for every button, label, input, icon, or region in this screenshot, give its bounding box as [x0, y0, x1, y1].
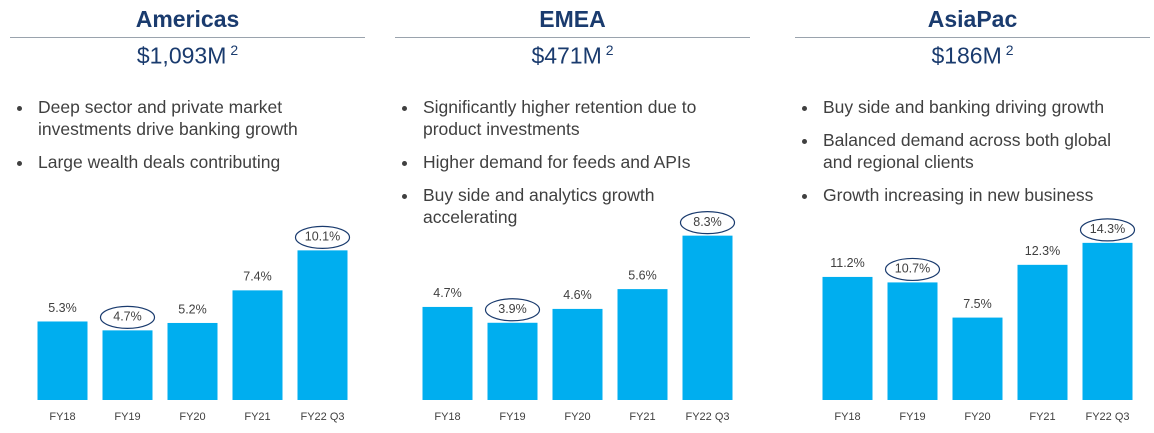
panel-title: Americas [135, 6, 240, 32]
revenue-value: $471M [531, 42, 602, 69]
highlight-circle [294, 225, 351, 249]
panel-title: EMEA [539, 6, 606, 32]
bar [232, 290, 283, 400]
revenue-value: $186M [931, 42, 1002, 69]
divider [10, 37, 365, 38]
value-label: 4.6% [563, 288, 592, 302]
bullet: Balanced demand across both global and r… [819, 129, 1119, 173]
bullet-list: Buy side and banking driving growth Balan… [795, 96, 1119, 217]
x-tick-label: FY22 Q3 [1085, 411, 1129, 423]
bullet: Growth increasing in new business [819, 184, 1119, 206]
x-tick-label: FY20 [964, 411, 990, 423]
highlight-circle [1079, 218, 1136, 242]
value-label: 12.3% [1025, 244, 1060, 258]
value-label: 7.5% [963, 297, 992, 311]
bullet: Buy side and banking driving growth [819, 96, 1119, 118]
bullet: Significantly higher retention due to pr… [419, 96, 719, 140]
x-tick-label: FY19 [499, 411, 525, 423]
bar [952, 317, 1003, 400]
bar [1082, 242, 1133, 400]
x-tick-label: FY18 [434, 411, 460, 423]
value-label: 5.3% [48, 301, 77, 315]
bar [1017, 264, 1068, 400]
footnote: 2 [230, 42, 239, 58]
bar [37, 321, 88, 400]
x-tick-label: FY20 [564, 411, 590, 423]
value-label: 10.1% [305, 230, 340, 244]
x-tick-label: FY21 [629, 411, 655, 423]
bullet-list: Significantly higher retention due to pr… [395, 96, 719, 239]
value-label: 4.7% [433, 286, 462, 300]
bar-chart: 11.2% FY18 10.7% FY19 7.5% FY20 12.3% FY21 14.3%… [822, 218, 1136, 423]
value-label: 11.2% [830, 256, 865, 270]
bullet: Higher demand for feeds and APIs [419, 151, 719, 173]
divider [395, 37, 750, 38]
bar [487, 322, 538, 400]
bullet: Deep sector and private market investmen… [34, 96, 334, 140]
bar [887, 282, 938, 400]
x-tick-label: FY18 [834, 411, 860, 423]
value-label: 5.2% [178, 302, 207, 316]
highlight-circle [679, 211, 736, 235]
bar [682, 235, 733, 400]
x-tick-label: FY18 [49, 411, 75, 423]
x-tick-label: FY19 [899, 411, 925, 423]
value-label: 4.7% [113, 310, 142, 324]
x-tick-label: FY21 [1029, 411, 1055, 423]
value-label: 5.6% [628, 268, 657, 282]
bullet-list: Deep sector and private market investmen… [10, 96, 334, 184]
value-label: 14.3% [1090, 222, 1125, 236]
x-tick-label: FY22 Q3 [300, 411, 344, 423]
bullet: Buy side and analytics growth accelerati… [419, 184, 719, 228]
bar [552, 308, 603, 400]
footnote: 2 [1005, 42, 1014, 58]
x-tick-label: FY22 Q3 [685, 411, 729, 423]
value-label: 10.7% [895, 262, 930, 276]
bar [297, 250, 348, 400]
bar [822, 276, 873, 400]
footnote: 2 [605, 42, 614, 58]
panel-title: AsiaPac [927, 6, 1018, 32]
highlight-circle [484, 298, 541, 322]
revenue: $471M 2 [395, 42, 750, 70]
value-label: 7.4% [243, 270, 272, 284]
x-tick-label: FY20 [179, 411, 205, 423]
bar [102, 330, 153, 400]
revenue: $186M 2 [795, 42, 1150, 70]
revenue-value: $1,093M [136, 42, 227, 69]
value-label: 3.9% [498, 302, 527, 316]
bar [422, 306, 473, 400]
revenue: $1,093M 2 [10, 42, 365, 70]
bar [617, 289, 668, 400]
x-tick-label: FY19 [114, 411, 140, 423]
highlight-circle [99, 305, 156, 329]
divider [795, 37, 1150, 38]
bar-chart: 4.7% FY18 3.9% FY19 4.6% FY20 5.6% FY21 8.3% FY22… [422, 211, 736, 423]
x-tick-label: FY21 [244, 411, 270, 423]
bar-chart: 5.3% FY18 4.7% FY19 5.2% FY20 7.4% FY21 10.1% FY2… [37, 225, 351, 423]
highlight-circle [884, 257, 941, 282]
bar [167, 322, 218, 400]
bullet: Large wealth deals contributing [34, 151, 334, 173]
value-label: 8.3% [693, 215, 722, 229]
